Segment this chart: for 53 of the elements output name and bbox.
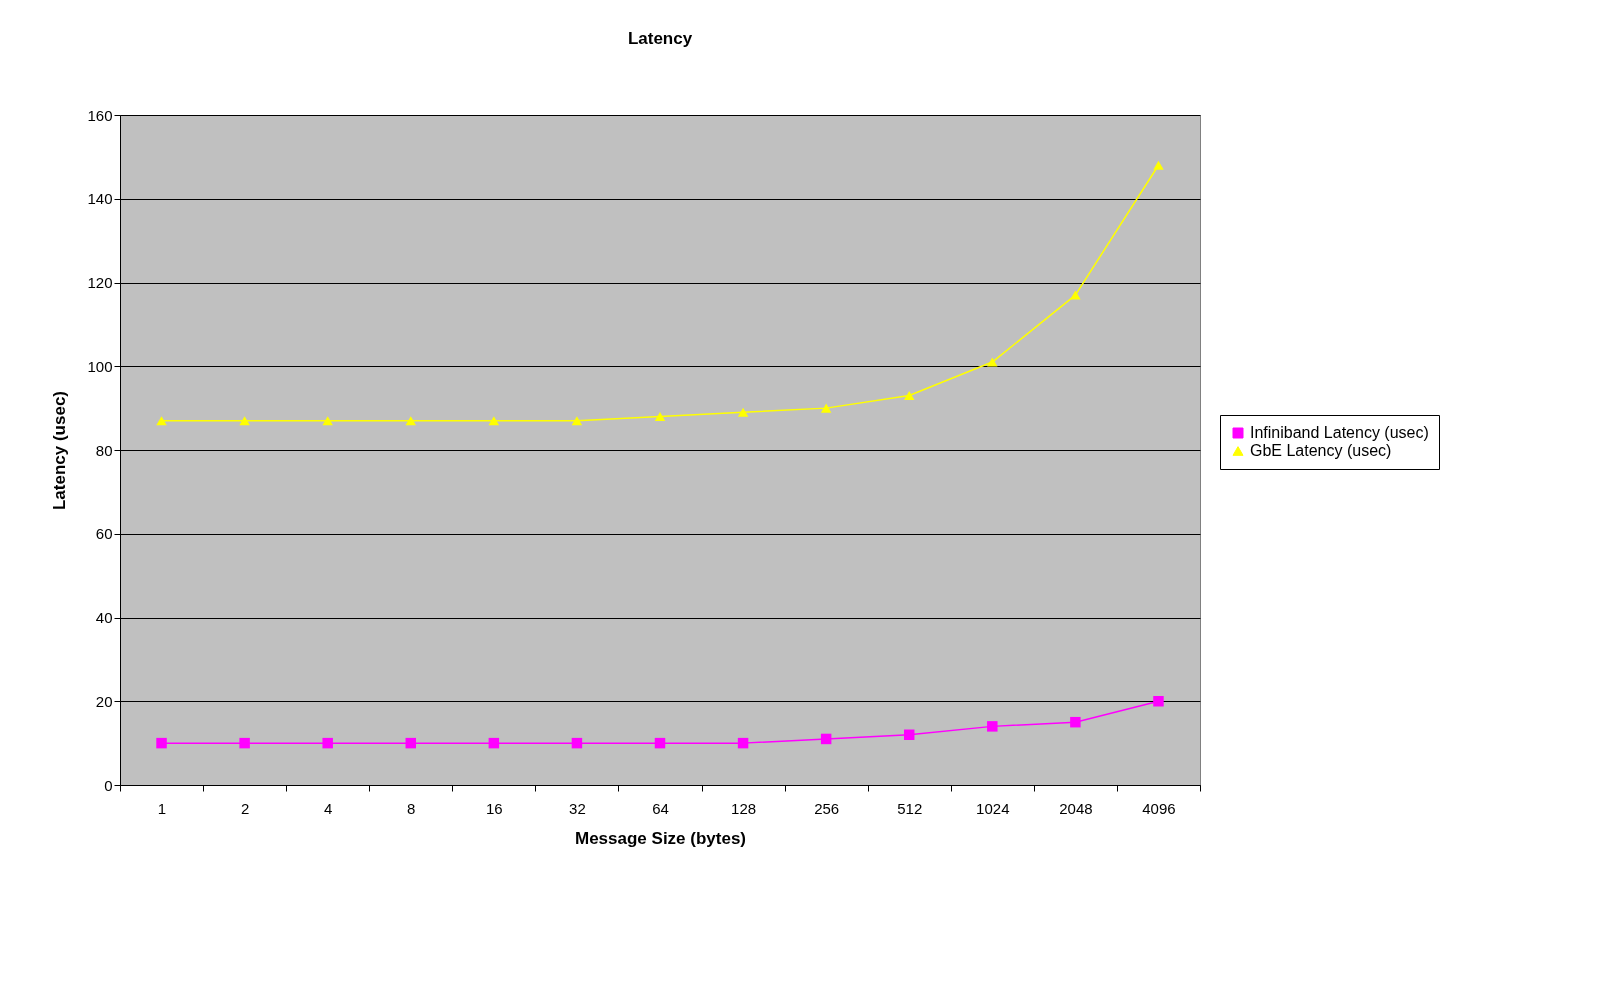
x-tick-label: 256: [814, 799, 840, 817]
point: [571, 737, 583, 749]
point: [322, 416, 333, 426]
point: [820, 733, 832, 745]
y-tick-label: 80: [95, 441, 113, 459]
x-tick-label: 4096: [1142, 799, 1176, 817]
x-tick-label: 16: [486, 799, 503, 817]
x-tick-label: 4: [324, 799, 333, 817]
point: [654, 411, 666, 422]
y-axis-title: Latency (usec): [50, 390, 70, 511]
point: [405, 737, 417, 749]
legend-label: GbE Latency (usec): [1250, 442, 1392, 459]
x-tick-label: 512: [897, 799, 923, 817]
point: [737, 737, 749, 749]
point: [1070, 716, 1081, 728]
point: [239, 737, 250, 749]
y-tick-label: 160: [87, 106, 113, 124]
x-tick-label: 2: [240, 799, 250, 817]
point: [488, 737, 500, 749]
x-tick-label: 2048: [1059, 799, 1093, 817]
y-tick-label: 140: [87, 190, 113, 208]
point: [1153, 696, 1164, 707]
point: [571, 416, 583, 426]
chart-title: Latency: [627, 29, 693, 48]
x-tick-label: 128: [731, 799, 757, 817]
point: [654, 737, 666, 749]
y-tick-label: 0: [104, 776, 113, 794]
point: [903, 391, 915, 401]
point: [488, 416, 500, 426]
x-tick-label: 1024: [976, 799, 1010, 817]
x-tick-label: 8: [407, 799, 416, 817]
point: [322, 737, 333, 749]
y-tick-label: 20: [95, 692, 113, 710]
point: [1070, 290, 1081, 300]
point: [239, 416, 250, 426]
x-axis-title: Message Size (bytes): [574, 828, 747, 848]
point: [405, 416, 417, 426]
legend-label: Infiniband Latency (usec): [1250, 424, 1429, 441]
y-tick-label: 100: [87, 357, 113, 375]
x-tick-label: 64: [652, 799, 669, 817]
point: [903, 729, 915, 740]
point: [156, 737, 167, 749]
x-tick-label: 1: [157, 799, 167, 817]
y-tick-label: 120: [87, 274, 113, 291]
x-tick-label: 32: [569, 799, 586, 817]
point: [156, 416, 167, 426]
point: [987, 357, 998, 367]
y-tick-label: 40: [95, 609, 113, 626]
point: [737, 407, 749, 417]
y-tick-label: 60: [95, 525, 113, 543]
point: [820, 403, 832, 413]
point: [1153, 160, 1164, 170]
point: [987, 721, 998, 732]
